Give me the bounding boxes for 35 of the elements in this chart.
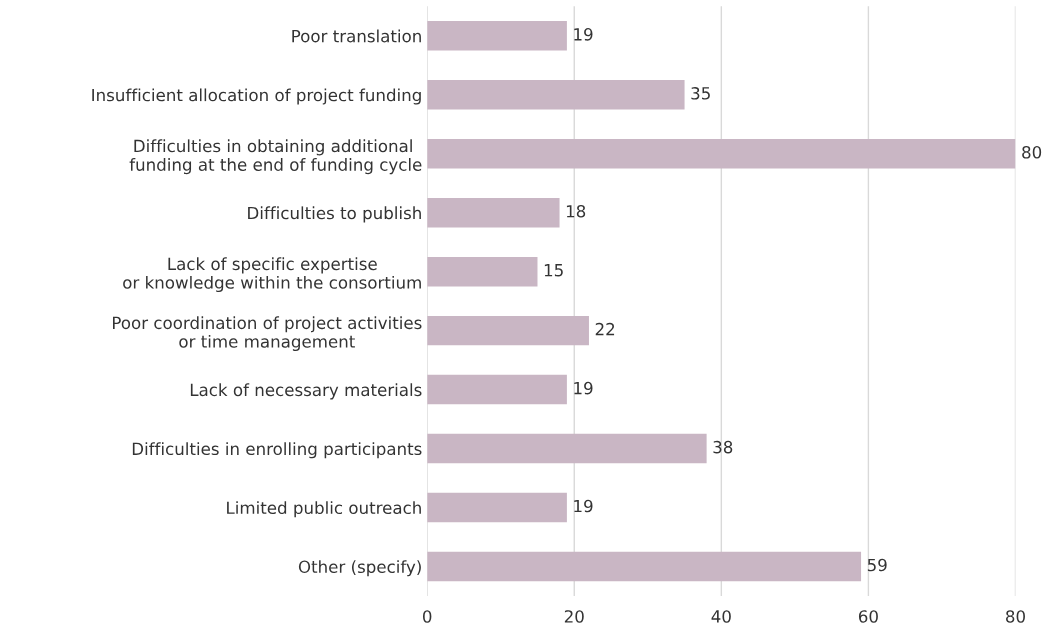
y-tick-label: Difficulties to publish xyxy=(248,206,421,223)
data-label: 15 xyxy=(544,264,563,277)
data-label: 59 xyxy=(867,558,887,572)
bar xyxy=(427,256,538,287)
data-label: 19 xyxy=(574,499,593,513)
y-tick-label: Lack of specific expertise or knowledge within the consortium xyxy=(123,257,421,293)
bar xyxy=(427,433,707,464)
bar xyxy=(427,139,1016,169)
y-tick-label: Insufficient allocation of project funding xyxy=(92,88,421,105)
y-tick-label: Difficulties in enrolling participants xyxy=(132,442,422,459)
bar xyxy=(427,374,567,405)
y-tick-label: Limited public outreach xyxy=(227,501,421,518)
data-label: 35 xyxy=(691,87,710,100)
y-tick-label: Lack of necessary materials xyxy=(190,383,422,400)
y-tick-label: Poor coordination of project activities or time management xyxy=(113,316,422,352)
y-tick-label: Poor translation xyxy=(292,29,421,43)
data-label: 18 xyxy=(566,204,586,218)
bar xyxy=(427,492,567,523)
bar xyxy=(427,197,560,228)
bar xyxy=(427,315,589,346)
data-label: 19 xyxy=(574,381,593,395)
y-tick-label: Other (specify) xyxy=(298,560,421,577)
bar xyxy=(427,551,862,582)
x-tick-label: 0 xyxy=(422,610,432,623)
data-label: 38 xyxy=(713,440,733,454)
x-tick-label: 80 xyxy=(1006,610,1025,623)
x-tick-label: 20 xyxy=(564,610,584,623)
data-label: 22 xyxy=(595,322,615,336)
data-label: 80 xyxy=(1022,145,1042,159)
x-tick-label: 60 xyxy=(858,610,878,623)
data-label: 19 xyxy=(574,28,593,41)
bar xyxy=(427,80,685,110)
x-tick-label: 40 xyxy=(711,610,731,623)
bar xyxy=(427,21,567,51)
y-tick-label: Difficulties in obtaining additional funding at the end of funding cycle xyxy=(129,139,422,175)
